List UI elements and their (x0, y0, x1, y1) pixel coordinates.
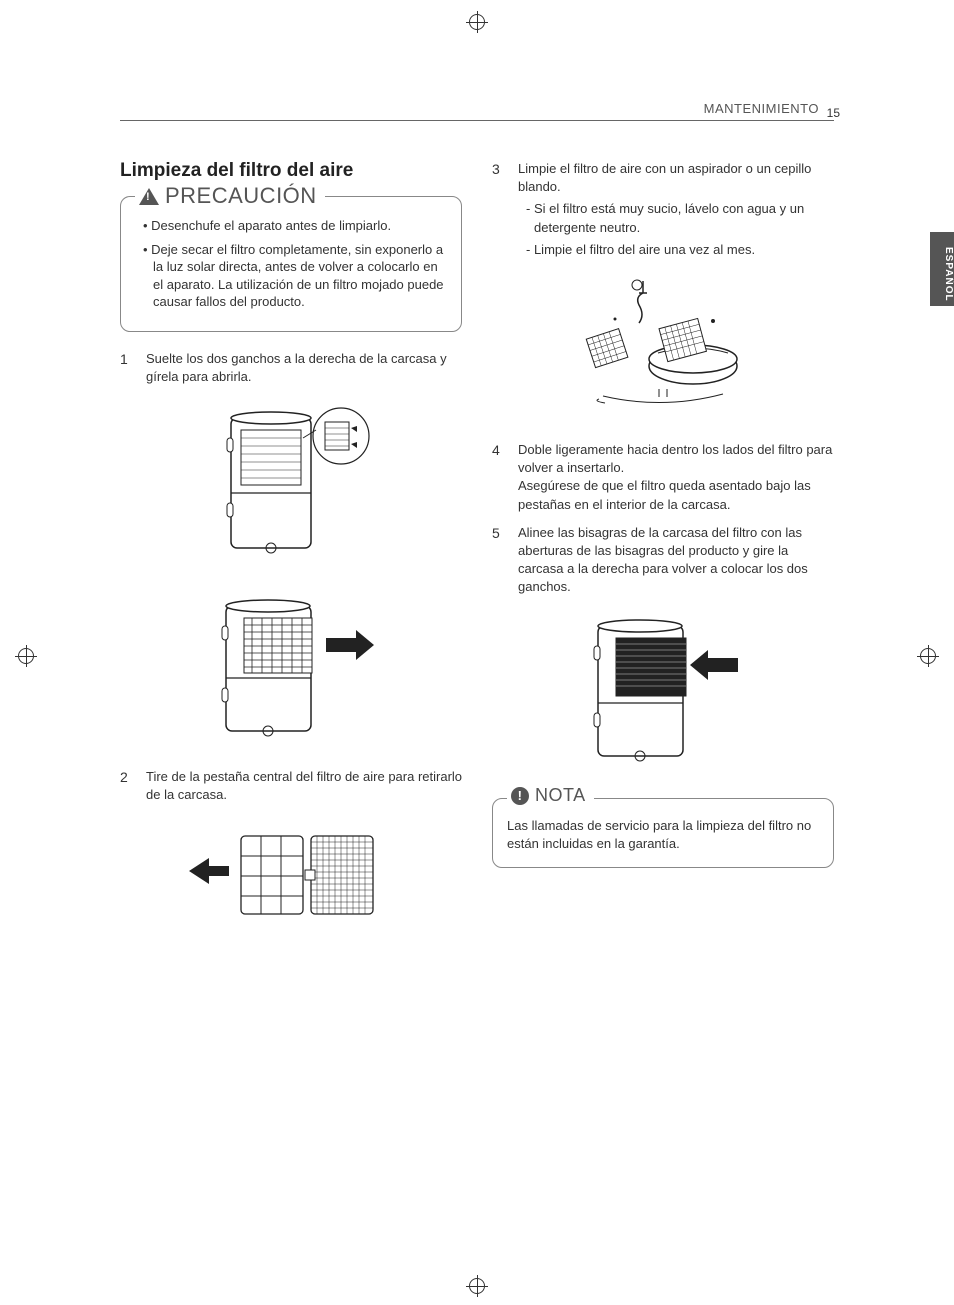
figure-step5 (492, 608, 834, 778)
step-number: 4 (492, 441, 508, 514)
step-text: Doble ligeramente hacia dentro los lados… (518, 441, 834, 514)
right-column: 3 Limpie el filtro de aire con un aspira… (492, 160, 834, 956)
step-number: 2 (120, 768, 136, 804)
step-number: 1 (120, 350, 136, 386)
figure-step1a (120, 398, 462, 568)
figure-step2 (120, 816, 462, 936)
note-label-text: NOTA (535, 785, 586, 806)
step-5: 5 Alinee las bisagras de la carcasa del … (492, 524, 834, 597)
step-text: Alinee las bisagras de la carcasa del fi… (518, 524, 834, 597)
header-section: MANTENIMIENTO (704, 101, 819, 116)
note-box: ! NOTA Las llamadas de servicio para la … (492, 798, 834, 867)
step-1: 1 Suelte los dos ganchos a la derecha de… (120, 350, 462, 386)
step-text: Tire de la pestaña central del filtro de… (146, 768, 462, 804)
caution-box: PRECAUCIÓN Desenchufe el aparato antes d… (120, 196, 462, 332)
step-text: Suelte los dos ganchos a la derecha de l… (146, 350, 462, 386)
step-sub: Si el filtro está muy sucio, lávelo con … (518, 200, 834, 236)
caution-item: Desenchufe el aparato antes de limpiarlo… (143, 217, 447, 235)
reg-mark-bottom (469, 1278, 485, 1294)
note-label: ! NOTA (507, 785, 594, 806)
warning-icon (139, 188, 159, 205)
step-4: 4 Doble ligeramente hacia dentro los lad… (492, 441, 834, 514)
caution-label-text: PRECAUCIÓN (165, 183, 317, 209)
caution-label: PRECAUCIÓN (135, 183, 325, 209)
step-text: Limpie el filtro de aire con un aspirado… (518, 160, 834, 196)
left-column: Limpieza del filtro del aire PRECAUCIÓN … (120, 160, 462, 956)
caution-item: Deje secar el filtro completamente, sin … (143, 241, 447, 311)
step-number: 3 (492, 160, 508, 259)
step-sub: Limpie el filtro del aire una vez al mes… (518, 241, 834, 259)
language-tab: ESPAÑOL (930, 232, 954, 306)
header-rule (120, 120, 834, 121)
page-number: 15 (827, 106, 840, 120)
info-icon: ! (511, 787, 529, 805)
step-3: 3 Limpie el filtro de aire con un aspira… (492, 160, 834, 259)
figure-step3 (492, 271, 834, 421)
section-title: Limpieza del filtro del aire (120, 160, 462, 182)
page: MANTENIMIENTO 15 ESPAÑOL Limpieza del fi… (0, 0, 954, 1016)
note-text: Las llamadas de servicio para la limpiez… (507, 817, 819, 852)
figure-step1b (120, 588, 462, 748)
step-number: 5 (492, 524, 508, 597)
step-2: 2 Tire de la pestaña central del filtro … (120, 768, 462, 804)
